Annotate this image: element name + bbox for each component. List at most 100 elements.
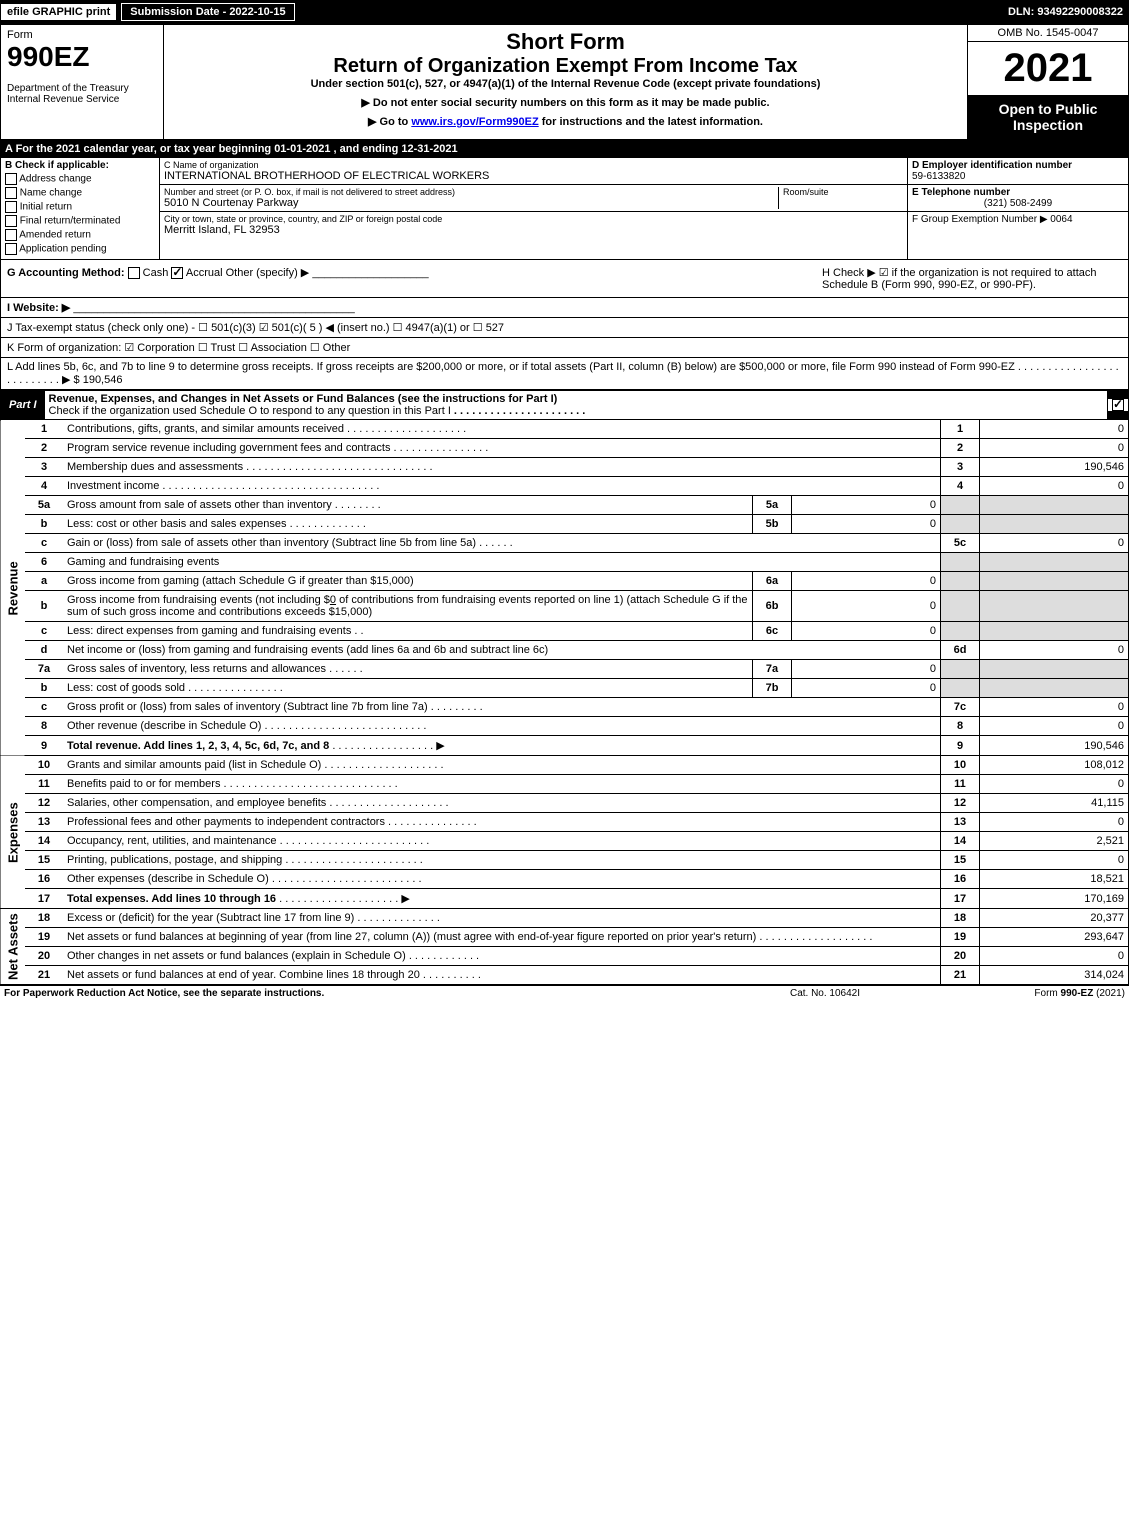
line-6c-num: c (25, 622, 63, 641)
line-5c-desc: Gain or (loss) from sale of assets other… (63, 534, 941, 553)
line-2-desc: Program service revenue including govern… (63, 439, 941, 458)
line-17-val: 170,169 (980, 889, 1129, 909)
line-1-desc: Contributions, gifts, grants, and simila… (63, 420, 941, 439)
line-6a-ref-grey (941, 572, 980, 591)
line-5a-ref-grey (941, 496, 980, 515)
line-17-num: 17 (25, 889, 63, 909)
line-5a-sub: 5a (753, 496, 792, 515)
line-21-val: 314,024 (980, 966, 1129, 985)
section-gh: G Accounting Method: Cash Accrual Other … (0, 260, 1129, 298)
line-13-val: 0 (980, 813, 1129, 832)
row-i-website: I Website: ▶ ___________________________… (0, 298, 1129, 318)
row-l-gross-receipts: L Add lines 5b, 6c, and 7b to line 9 to … (0, 358, 1129, 390)
form-number: 990EZ (7, 41, 157, 73)
org-city: Merritt Island, FL 32953 (164, 224, 903, 236)
line-7a-subval: 0 (792, 660, 941, 679)
line-13-desc: Professional fees and other payments to … (63, 813, 941, 832)
line-20-ref: 20 (941, 947, 980, 966)
org-name: INTERNATIONAL BROTHERHOOD OF ELECTRICAL … (164, 170, 903, 182)
form-label: Form (7, 29, 157, 41)
chk-application-pending: Application pending (5, 243, 155, 255)
line-4-ref: 4 (941, 477, 980, 496)
line-18-ref: 18 (941, 909, 980, 928)
footer-catno: Cat. No. 10642I (725, 988, 925, 999)
line-15-val: 0 (980, 851, 1129, 870)
line-9-desc: Total revenue. Add lines 1, 2, 3, 4, 5c,… (63, 736, 941, 756)
line-8-num: 8 (25, 717, 63, 736)
part-1-label: Part I (1, 397, 45, 413)
line-6a-desc: Gross income from gaming (attach Schedul… (63, 572, 753, 591)
line-12-num: 12 (25, 794, 63, 813)
line-19-desc: Net assets or fund balances at beginning… (63, 928, 941, 947)
line-18-val: 20,377 (980, 909, 1129, 928)
line-16-ref: 16 (941, 870, 980, 889)
line-16-num: 16 (25, 870, 63, 889)
revenue-label: Revenue (1, 420, 26, 756)
g-accounting: G Accounting Method: Cash Accrual Other … (1, 260, 816, 297)
line-10-desc: Grants and similar amounts paid (list in… (63, 756, 941, 775)
line-14-val: 2,521 (980, 832, 1129, 851)
line-1-val: 0 (980, 420, 1129, 439)
line-8-ref: 8 (941, 717, 980, 736)
line-1-num: 1 (25, 420, 63, 439)
short-form-title: Short Form (168, 29, 963, 55)
line-7a-desc: Gross sales of inventory, less returns a… (63, 660, 753, 679)
row-k-form-org: K Form of organization: ☑ Corporation ☐ … (0, 338, 1129, 358)
line-6-num: 6 (25, 553, 63, 572)
footer-paperwork: For Paperwork Reduction Act Notice, see … (4, 988, 725, 999)
line-6d-ref: 6d (941, 641, 980, 660)
ssn-warning: ▶ Do not enter social security numbers o… (168, 96, 963, 109)
line-7a-val-grey (980, 660, 1129, 679)
line-7b-num: b (25, 679, 63, 698)
goto-post: for instructions and the latest informat… (539, 116, 763, 128)
line-10-num: 10 (25, 756, 63, 775)
line-6b-subval: 0 (792, 591, 941, 622)
line-5c-val: 0 (980, 534, 1129, 553)
part-1-header: Part I Revenue, Expenses, and Changes in… (0, 390, 1129, 420)
page-footer: For Paperwork Reduction Act Notice, see … (0, 985, 1129, 1001)
line-21-num: 21 (25, 966, 63, 985)
line-6c-ref-grey (941, 622, 980, 641)
under-section: Under section 501(c), 527, or 4947(a)(1)… (168, 78, 963, 90)
line-7c-ref: 7c (941, 698, 980, 717)
col-b-checkboxes: B Check if applicable: Address change Na… (1, 158, 160, 259)
line-6-val-grey (980, 553, 1129, 572)
c-name-label: C Name of organization (164, 160, 903, 170)
line-5c-num: c (25, 534, 63, 553)
line-5a-desc: Gross amount from sale of assets other t… (63, 496, 753, 515)
line-19-ref: 19 (941, 928, 980, 947)
line-20-num: 20 (25, 947, 63, 966)
ein-value: 59-6133820 (912, 171, 1124, 182)
line-3-ref: 3 (941, 458, 980, 477)
line-7a-sub: 7a (753, 660, 792, 679)
line-14-ref: 14 (941, 832, 980, 851)
chk-initial-return: Initial return (5, 201, 155, 213)
top-bar: efile GRAPHIC print Submission Date - 20… (0, 0, 1129, 24)
line-5b-desc: Less: cost or other basis and sales expe… (63, 515, 753, 534)
line-18-num: 18 (25, 909, 63, 928)
line-7b-ref-grey (941, 679, 980, 698)
line-3-val: 190,546 (980, 458, 1129, 477)
line-18-desc: Excess or (deficit) for the year (Subtra… (63, 909, 941, 928)
line-3-num: 3 (25, 458, 63, 477)
part-1-table: Revenue 1 Contributions, gifts, grants, … (0, 420, 1129, 985)
goto-pre: ▶ Go to (368, 116, 411, 128)
ein-label: D Employer identification number (912, 160, 1124, 171)
col-d-identifiers: D Employer identification number 59-6133… (908, 158, 1128, 259)
c-addr-label: Number and street (or P. O. box, if mail… (164, 187, 778, 197)
line-13-ref: 13 (941, 813, 980, 832)
line-5c-ref: 5c (941, 534, 980, 553)
line-12-val: 41,115 (980, 794, 1129, 813)
line-6a-val-grey (980, 572, 1129, 591)
form-header: Form 990EZ Department of the Treasury In… (0, 24, 1129, 140)
line-7c-desc: Gross profit or (loss) from sales of inv… (63, 698, 941, 717)
form-id-block: Form 990EZ Department of the Treasury In… (1, 25, 164, 139)
line-4-desc: Investment income . . . . . . . . . . . … (63, 477, 941, 496)
line-7b-sub: 7b (753, 679, 792, 698)
line-6d-desc: Net income or (loss) from gaming and fun… (63, 641, 941, 660)
irs-link[interactable]: www.irs.gov/Form990EZ (411, 116, 538, 128)
line-5a-num: 5a (25, 496, 63, 515)
row-j-tax-exempt: J Tax-exempt status (check only one) - ☐… (0, 318, 1129, 338)
goto-instructions: ▶ Go to www.irs.gov/Form990EZ for instru… (168, 115, 963, 128)
efile-print-button[interactable]: efile GRAPHIC print (0, 3, 117, 21)
